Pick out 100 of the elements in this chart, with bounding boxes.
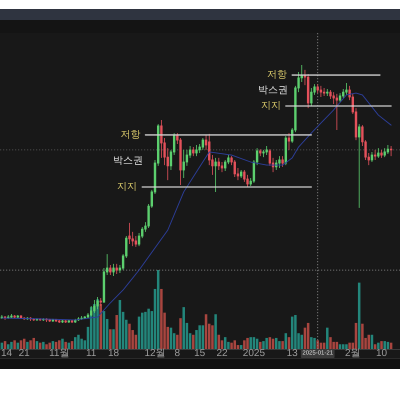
bar — [160, 288, 163, 349]
bar — [272, 338, 274, 349]
candlestick — [84, 316, 86, 320]
bar — [80, 338, 83, 349]
candlestick — [243, 170, 246, 182]
candlestick — [262, 149, 265, 158]
bar — [345, 344, 348, 349]
bar — [64, 342, 67, 349]
bar — [262, 341, 265, 349]
candlestick — [380, 149, 383, 158]
candlestick — [316, 84, 319, 94]
x-tick-label: 18 — [108, 348, 120, 359]
bar — [377, 342, 380, 349]
bar — [316, 340, 319, 349]
bar — [256, 338, 258, 349]
x-tick-label: 15 — [194, 348, 206, 359]
bar — [224, 337, 226, 349]
bar — [48, 342, 51, 349]
bar — [310, 337, 313, 349]
x-tick-label: 13 — [286, 348, 298, 359]
bar — [141, 312, 144, 349]
bar — [214, 314, 217, 349]
candlestick — [220, 162, 224, 172]
bar — [38, 342, 42, 349]
bar — [383, 341, 386, 349]
bar — [211, 325, 214, 349]
bar — [42, 342, 45, 349]
bar — [329, 337, 332, 349]
candlestick — [13, 314, 16, 318]
x-tick-label: 22 — [216, 348, 228, 359]
bar — [29, 340, 32, 349]
candlestick — [128, 222, 131, 244]
bar — [70, 341, 74, 349]
x-tick-label: 14 — [1, 348, 13, 359]
candlestick — [109, 264, 112, 276]
series-label: 저항 — [120, 129, 140, 140]
candlestick — [52, 318, 54, 322]
candlestick — [134, 236, 138, 248]
candlestick — [345, 82, 348, 96]
bar — [10, 342, 13, 349]
bar — [374, 344, 376, 349]
bar — [336, 342, 338, 349]
bar — [348, 342, 351, 349]
bar — [338, 344, 342, 349]
candlestick — [278, 156, 281, 168]
bar — [45, 344, 48, 349]
series-label: 지지 — [260, 100, 281, 112]
candlestick — [358, 124, 360, 208]
bar — [13, 340, 16, 349]
candlestick — [310, 88, 313, 106]
candlestick — [338, 92, 342, 102]
bar — [284, 333, 288, 349]
bar — [4, 341, 6, 349]
bar — [7, 344, 10, 349]
candlestick — [7, 314, 10, 320]
x-tick-label: 11월 — [49, 348, 70, 359]
bar — [361, 324, 364, 349]
candlestick — [259, 148, 262, 156]
bar — [306, 322, 310, 349]
bar — [52, 341, 54, 349]
candlestick — [370, 152, 374, 162]
candlestick — [70, 320, 74, 324]
bar — [22, 338, 26, 349]
candlestick — [218, 157, 220, 170]
bar — [370, 334, 374, 349]
x-tick-label: 12월 — [144, 348, 166, 359]
bar — [281, 341, 284, 349]
candlestick — [58, 320, 60, 324]
candlestick — [377, 148, 380, 158]
candlestick — [306, 74, 310, 108]
candlestick — [64, 320, 67, 324]
candlestick — [386, 144, 390, 154]
candlestick — [48, 318, 51, 322]
candlestick — [100, 298, 102, 306]
bar — [16, 342, 20, 349]
bar — [182, 307, 185, 349]
candlestick — [68, 320, 70, 324]
bar — [109, 329, 112, 349]
bar — [26, 342, 29, 349]
candlestick — [192, 146, 194, 156]
candlestick — [240, 170, 242, 178]
candlestick — [390, 146, 392, 156]
bar — [259, 342, 262, 349]
bar — [36, 341, 38, 349]
bar — [368, 334, 370, 349]
bar — [230, 342, 233, 349]
bar — [138, 316, 140, 349]
bar — [144, 312, 147, 349]
x-tick-label: 2월 — [345, 348, 361, 359]
bar — [380, 341, 383, 349]
bar — [58, 340, 61, 349]
candlestick — [281, 156, 284, 168]
bar — [390, 342, 392, 349]
candlestick — [374, 149, 376, 160]
bar — [313, 338, 316, 349]
bar — [322, 342, 326, 349]
candlestick — [195, 144, 198, 156]
bar — [202, 325, 204, 349]
bar — [246, 338, 249, 349]
bar — [249, 337, 252, 349]
